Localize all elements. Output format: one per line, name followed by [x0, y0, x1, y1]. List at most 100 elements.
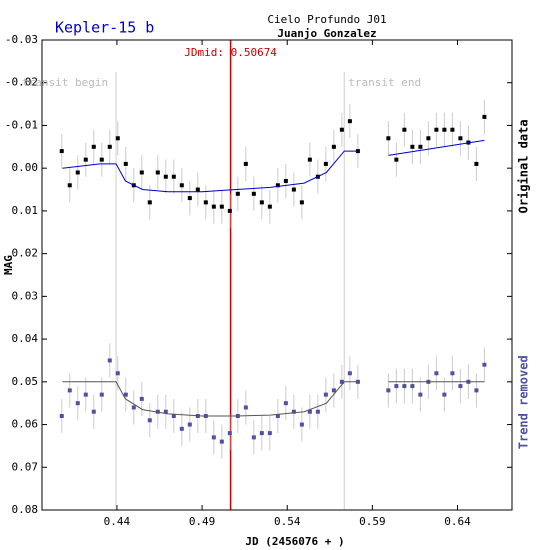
data-point: [219, 439, 224, 444]
data-point: [267, 204, 272, 209]
data-point: [418, 144, 423, 149]
data-point: [474, 388, 479, 393]
data-point: [394, 384, 399, 389]
data-point: [386, 136, 391, 141]
data-point: [235, 191, 240, 196]
data-point: [442, 392, 447, 397]
data-point: [347, 119, 352, 124]
y-tick-label: 0.00: [12, 161, 39, 174]
data-point: [283, 401, 288, 406]
data-point: [275, 414, 280, 418]
data-point: [291, 187, 296, 192]
data-point: [67, 183, 72, 188]
data-point: [442, 127, 447, 132]
data-point: [163, 409, 168, 414]
data-point: [187, 196, 192, 201]
data-point: [243, 161, 248, 166]
data-point: [482, 114, 487, 119]
data-point: [386, 388, 391, 393]
data-point: [402, 127, 407, 132]
y-tick-label: 0.06: [12, 418, 39, 431]
y-axis-label: MAG: [2, 255, 15, 275]
data-point: [227, 208, 232, 213]
y-tick-label: 0.01: [12, 204, 39, 217]
x-tick-label: 0.49: [189, 515, 216, 528]
x-tick-label: 0.64: [444, 515, 471, 528]
series-label: Original data: [517, 119, 531, 213]
observer: Juanjo Gonzalez: [277, 27, 376, 40]
data-point: [482, 362, 487, 367]
data-point: [83, 157, 88, 162]
data-point: [195, 187, 200, 192]
data-point: [410, 384, 415, 389]
data-point: [139, 396, 144, 401]
marker-label: transit begin: [22, 76, 108, 89]
data-point: [307, 409, 312, 414]
y-tick-label: 0.08: [12, 503, 39, 516]
x-tick-label: 0.54: [274, 515, 301, 528]
data-point: [227, 431, 232, 436]
data-point: [131, 405, 136, 410]
model-curve: [62, 381, 485, 417]
data-point: [315, 409, 320, 414]
data-point: [458, 384, 463, 389]
data-point: [259, 200, 264, 205]
data-point: [179, 426, 184, 431]
data-point: [331, 388, 336, 393]
data-point: [251, 191, 256, 196]
data-point: [291, 409, 296, 414]
x-axis-label: JD (2456076 + ): [245, 535, 344, 548]
observatory: Cielo Profundo J01: [267, 13, 386, 26]
data-point: [267, 431, 272, 436]
x-tick-label: 0.59: [359, 515, 386, 528]
data-point: [107, 144, 112, 149]
data-point: [147, 418, 152, 423]
data-point: [426, 136, 431, 141]
data-point: [339, 379, 344, 384]
data-point: [402, 384, 407, 389]
data-point: [323, 161, 328, 166]
chart-title: Kepler-15 b: [55, 19, 154, 37]
data-point: [99, 157, 104, 162]
data-point: [171, 174, 176, 179]
x-tick-label: 0.44: [104, 515, 131, 528]
data-point: [211, 204, 216, 209]
y-tick-label: -0.02: [5, 76, 38, 89]
data-point: [434, 371, 439, 376]
data-point: [171, 414, 176, 418]
data-point: [147, 200, 152, 205]
data-point: [251, 435, 256, 440]
data-point: [243, 405, 248, 410]
data-point: [458, 136, 463, 141]
data-point: [219, 204, 224, 209]
data-point: [139, 170, 144, 175]
plot-frame: [41, 39, 513, 511]
y-tick-label: 0.02: [12, 247, 39, 260]
y-tick-label: 0.05: [12, 375, 39, 388]
data-point: [187, 422, 192, 427]
data-point: [179, 183, 184, 188]
data-point: [123, 392, 128, 397]
data-point: [434, 127, 439, 132]
y-tick-label: 0.07: [12, 460, 39, 473]
data-point: [418, 392, 423, 397]
data-point: [211, 435, 216, 440]
data-point: [410, 144, 415, 149]
y-tick-label: 0.04: [12, 332, 39, 345]
data-point: [155, 170, 160, 175]
data-point: [75, 170, 80, 175]
y-tick-label: -0.01: [5, 118, 38, 131]
data-point: [323, 392, 328, 397]
data-point: [91, 144, 96, 149]
data-point: [115, 371, 120, 376]
data-point: [59, 414, 64, 418]
data-point: [299, 200, 304, 205]
data-point: [299, 422, 304, 427]
data-point: [283, 179, 288, 183]
model-curve: [62, 139, 485, 193]
data-point: [331, 144, 336, 149]
data-point: [59, 149, 64, 154]
data-point: [163, 174, 168, 179]
data-point: [347, 371, 352, 376]
